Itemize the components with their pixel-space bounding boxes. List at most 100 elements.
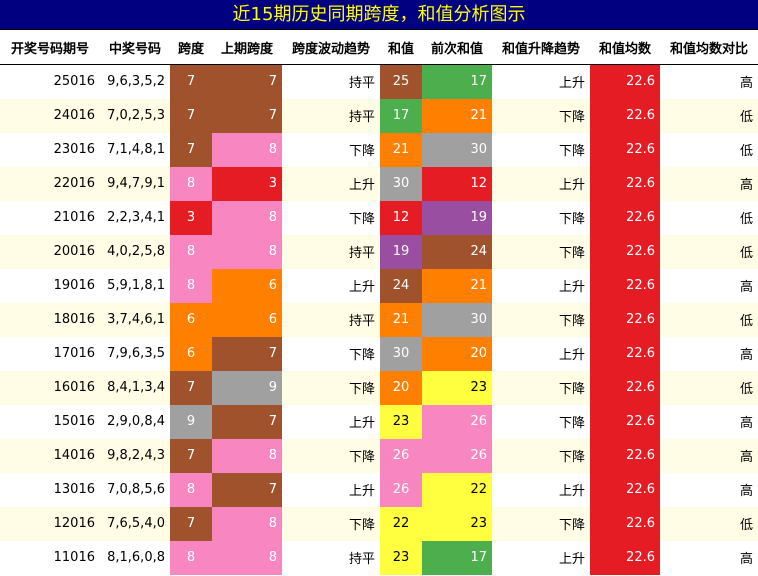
sum-avg-cell: 22.6 xyxy=(590,404,660,439)
sum-avg-cell: 22.6 xyxy=(590,268,660,303)
sum-cell: 21 xyxy=(380,132,422,167)
sum-avg-cell: 22.6 xyxy=(590,336,660,371)
table-row: 16016 8,4,1,3,4 7 9 下降 20 23 下降 22.6 低 xyxy=(0,370,758,405)
header-sum-trend: 和值升降趋势 xyxy=(492,30,590,65)
issue-cell: 15016 xyxy=(53,414,95,429)
header-numbers: 中奖号码 xyxy=(100,30,170,65)
span-cell: 8 xyxy=(170,268,212,303)
sum-cell: 30 xyxy=(380,336,422,371)
prev-sum-cell: 21 xyxy=(422,98,492,133)
issue-cell: 11016 xyxy=(53,550,95,565)
header-issue: 开奖号码期号 xyxy=(0,30,100,65)
sum-avg-cell: 22.6 xyxy=(590,98,660,133)
sum-trend-cell: 下降 xyxy=(492,302,590,337)
span-trend-cell: 下降 xyxy=(282,506,380,541)
sum-avg-cell: 22.6 xyxy=(590,234,660,269)
span-trend-cell: 下降 xyxy=(348,144,375,159)
avg-compare-cell: 低 xyxy=(660,370,758,405)
sum-avg-cell: 22.6 xyxy=(590,506,660,541)
header-prev-span: 上期跨度 xyxy=(212,30,282,65)
prev-span-cell: 3 xyxy=(212,166,282,201)
issue-cell: 24016 xyxy=(0,98,100,133)
sum-cell: 17 xyxy=(380,98,422,133)
prev-sum-cell: 21 xyxy=(422,268,492,303)
avg-compare-cell: 高 xyxy=(739,416,753,431)
prev-span-cell: 8 xyxy=(212,506,282,541)
numbers-cell: 7,0,2,5,3 xyxy=(100,98,170,133)
issue-cell: 22016 xyxy=(0,166,100,201)
prev-span-cell: 7 xyxy=(212,64,282,99)
sum-avg-cell: 22.6 xyxy=(590,132,660,167)
span-cell: 9 xyxy=(170,404,212,439)
prev-sum-cell: 30 xyxy=(422,302,492,337)
avg-compare-cell: 低 xyxy=(660,302,758,337)
span-trend-cell: 下降 xyxy=(282,370,380,405)
span-trend-cell: 上升 xyxy=(348,416,375,431)
span-cell: 7 xyxy=(170,98,212,133)
issue-cell: 25016 xyxy=(53,74,95,90)
table-row: 24016 7,0,2,5,3 7 7 持平 17 21 下降 22.6 低 xyxy=(0,98,758,133)
prev-sum-cell: 26 xyxy=(422,404,492,439)
prev-sum-cell: 30 xyxy=(422,132,492,167)
header-row: 开奖号码期号 中奖号码 跨度 上期跨度 跨度波动趋势 和值 前次和值 和值升降趋… xyxy=(0,30,758,65)
sum-trend-cell: 上升 xyxy=(558,552,585,567)
issue-cell: 16016 xyxy=(0,370,100,405)
sum-avg-cell: 22.6 xyxy=(590,438,660,473)
numbers-cell: 9,6,3,5,2 xyxy=(107,74,165,90)
avg-compare-cell: 高 xyxy=(739,552,753,567)
numbers-cell: 7,9,6,3,5 xyxy=(107,346,165,361)
span-trend-cell: 持平 xyxy=(348,76,375,92)
header-span: 跨度 xyxy=(170,30,212,65)
sum-avg-cell: 22.6 xyxy=(590,166,660,201)
span-cell: 8 xyxy=(170,166,212,201)
prev-sum-cell: 12 xyxy=(422,166,492,201)
header-avg-compare: 和值均数对比 xyxy=(660,30,758,65)
numbers-cell: 5,9,1,8,1 xyxy=(107,278,165,293)
prev-span-cell: 7 xyxy=(212,98,282,133)
prev-span-cell: 8 xyxy=(212,438,282,473)
avg-compare-cell: 低 xyxy=(660,98,758,133)
sum-trend-cell: 下降 xyxy=(558,144,585,159)
table-row: 23016 7,1,4,8,1 7 8 下降 21 30 下降 22.6 低 xyxy=(0,132,758,167)
sum-trend-cell: 下降 xyxy=(558,416,585,431)
sum-avg-cell: 22.6 xyxy=(590,540,660,575)
numbers-cell: 8,4,1,3,4 xyxy=(100,370,170,405)
issue-cell: 13016 xyxy=(53,482,95,497)
sum-avg-cell: 22.6 xyxy=(590,302,660,337)
sum-trend-cell: 下降 xyxy=(492,234,590,269)
prev-span-cell: 8 xyxy=(212,132,282,167)
prev-span-cell: 6 xyxy=(212,268,282,303)
numbers-cell: 8,1,6,0,8 xyxy=(107,550,165,565)
prev-sum-cell: 22 xyxy=(422,472,492,507)
prev-span-cell: 6 xyxy=(212,302,282,337)
sum-avg-cell: 22.6 xyxy=(590,370,660,405)
numbers-cell: 9,4,7,9,1 xyxy=(100,166,170,201)
sum-cell: 26 xyxy=(380,438,422,473)
prev-span-cell: 7 xyxy=(212,404,282,439)
prev-sum-cell: 26 xyxy=(422,438,492,473)
table-row: 25016 9,6,3,5,2 7 7 持平 25 17 上升 22.6 高 xyxy=(0,64,758,99)
issue-cell: 21016 xyxy=(53,210,95,225)
numbers-cell: 3,7,4,6,1 xyxy=(100,302,170,337)
analysis-table: 开奖号码期号 中奖号码 跨度 上期跨度 跨度波动趋势 和值 前次和值 和值升降趋… xyxy=(0,30,758,575)
prev-sum-cell: 24 xyxy=(422,234,492,269)
table-body: 25016 9,6,3,5,2 7 7 持平 25 17 上升 22.6 高 24016 7,0,2,… xyxy=(0,64,758,575)
table-row: 17016 7,9,6,3,5 6 7 下降 30 20 上升 22.6 高 xyxy=(0,336,758,371)
avg-compare-cell: 高 xyxy=(739,76,753,92)
sum-cell: 20 xyxy=(380,370,422,405)
span-trend-cell: 下降 xyxy=(282,438,380,473)
sum-trend-cell: 下降 xyxy=(492,506,590,541)
span-trend-cell: 上升 xyxy=(282,166,380,201)
sum-cell: 30 xyxy=(380,166,422,201)
table-row: 18016 3,7,4,6,1 6 6 持平 21 30 下降 22.6 低 xyxy=(0,302,758,337)
prev-sum-cell: 17 xyxy=(422,64,492,99)
span-trend-cell: 持平 xyxy=(282,302,380,337)
sum-trend-cell: 下降 xyxy=(558,212,585,227)
numbers-cell: 7,6,5,4,0 xyxy=(100,506,170,541)
issue-cell: 18016 xyxy=(0,302,100,337)
span-cell: 8 xyxy=(170,540,212,575)
avg-compare-cell: 低 xyxy=(660,506,758,541)
table-row: 13016 7,0,8,5,6 8 7 上升 26 22 上升 22.6 高 xyxy=(0,472,758,507)
issue-cell: 17016 xyxy=(53,346,95,361)
prev-sum-cell: 23 xyxy=(422,506,492,541)
